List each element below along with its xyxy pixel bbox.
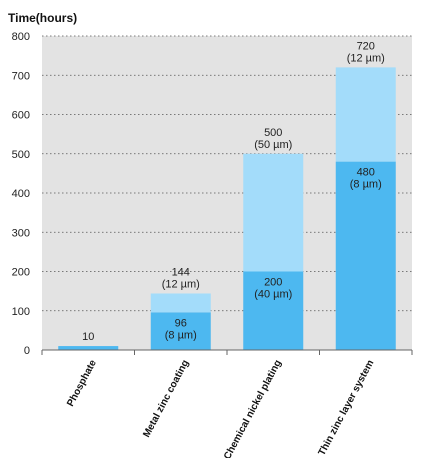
bar-value-label: (8 µm) [350, 179, 382, 191]
y-tick-label: 400 [12, 188, 30, 200]
y-axis-label: Time(hours) [8, 11, 77, 25]
y-tick-label: 200 [12, 267, 30, 279]
y-tick-label: 300 [12, 227, 30, 239]
bar-value-label: 144 [172, 266, 190, 278]
bar-value-label: (8 µm) [165, 329, 197, 341]
bar-value-label: 500 [264, 127, 282, 139]
bar-segment [243, 153, 304, 272]
bar-value-label: (12 µm) [162, 278, 200, 290]
bar-value-label: 96 [175, 317, 187, 329]
bar-value-label: 10 [82, 331, 94, 343]
y-tick-label: 500 [12, 149, 30, 161]
bar-segment [150, 312, 211, 350]
category-label: Metal zinc coating [141, 358, 191, 439]
y-tick-label: 800 [12, 31, 30, 43]
y-tick-label: 600 [12, 110, 30, 122]
bars [58, 67, 396, 350]
bar-value-label: (50 µm) [254, 139, 292, 151]
bar-segment [243, 271, 304, 350]
bar-value-label: 720 [357, 40, 375, 52]
y-tick-label: 100 [12, 306, 30, 318]
bar-value-label: 200 [264, 277, 282, 289]
bar-segment [58, 346, 119, 350]
category-labels: Phosphate Metal zinc coating Chemical nick… [65, 358, 376, 458]
category-label: Thin zinc layer system [317, 358, 377, 457]
category-label: Chemical nickel plating [222, 358, 284, 458]
bar-segment [150, 293, 211, 313]
bar-value-label: (12 µm) [347, 52, 385, 64]
y-tick-label: 0 [24, 345, 30, 357]
bar-segment [335, 67, 396, 162]
y-tick-label: 700 [12, 70, 30, 82]
x-axis [41, 349, 413, 355]
bar-segment [335, 161, 396, 350]
bar-value-label: (40 µm) [254, 289, 292, 301]
y-axis-ticks: 0 100 200 300 400 500 600 700 800 [12, 31, 30, 357]
category-label: Phosphate [65, 358, 99, 409]
bar-value-label: 480 [357, 167, 375, 179]
